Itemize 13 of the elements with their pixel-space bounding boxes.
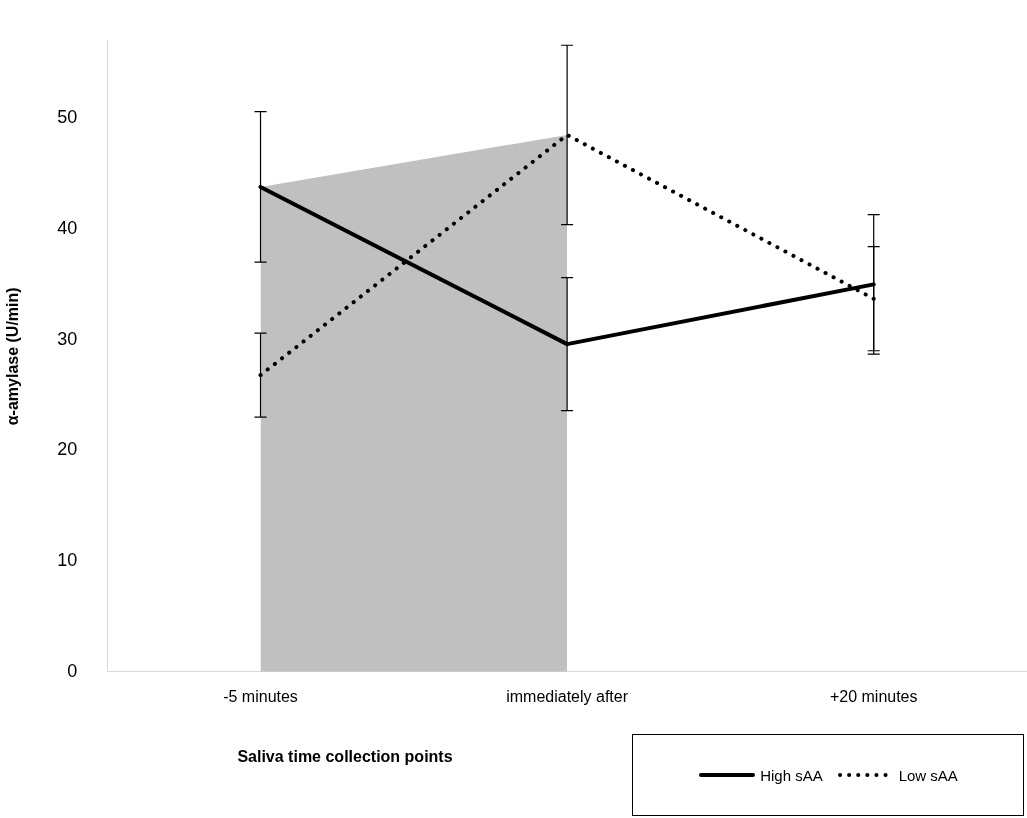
y-tick-label: 20 [57, 439, 78, 460]
y-tick-label: 30 [57, 328, 78, 349]
y-tick-label: 0 [67, 660, 78, 681]
x-tick-label: +20 minutes [829, 687, 918, 705]
legend-label: Low sAA [898, 766, 958, 784]
y-tick-label: 50 [57, 107, 78, 128]
legend-label: High sAA [760, 766, 823, 784]
x-tick-label: immediately after [506, 687, 629, 705]
y-axis-title: α-amylase (U/min) [4, 287, 22, 426]
y-tick-label: 10 [57, 550, 78, 571]
x-tick-label: -5 minutes [223, 687, 298, 705]
y-tick-label: 40 [57, 217, 78, 238]
x-axis-title: Saliva time collection points [236, 748, 454, 766]
